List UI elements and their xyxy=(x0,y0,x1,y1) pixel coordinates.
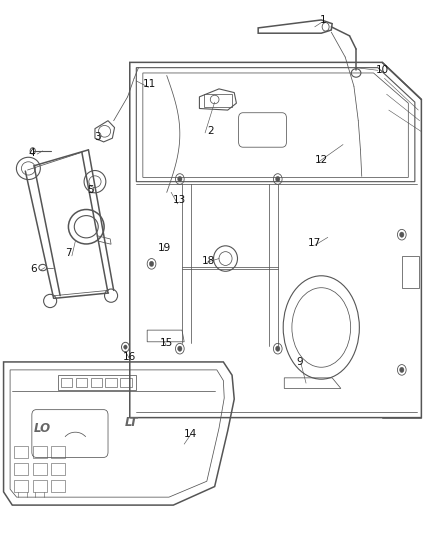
Text: 18: 18 xyxy=(201,256,215,266)
Bar xyxy=(14,446,28,458)
Bar xyxy=(51,446,65,458)
Circle shape xyxy=(276,176,280,182)
Bar xyxy=(106,378,117,387)
Text: 10: 10 xyxy=(376,66,389,75)
Text: 15: 15 xyxy=(160,338,173,349)
Bar xyxy=(14,463,28,475)
Text: 13: 13 xyxy=(173,195,187,205)
Circle shape xyxy=(124,345,127,349)
Bar xyxy=(33,463,47,475)
Text: LT: LT xyxy=(125,416,139,430)
Bar xyxy=(76,378,87,387)
Circle shape xyxy=(276,346,280,351)
Text: 4: 4 xyxy=(28,148,35,158)
Text: 14: 14 xyxy=(184,429,198,439)
Bar xyxy=(61,378,72,387)
Bar xyxy=(120,378,131,387)
Bar xyxy=(33,446,47,458)
Text: 5: 5 xyxy=(87,184,94,195)
Bar xyxy=(91,378,102,387)
Text: 17: 17 xyxy=(308,238,321,248)
Text: 6: 6 xyxy=(31,264,37,274)
Text: 1: 1 xyxy=(320,15,327,25)
Text: 19: 19 xyxy=(158,243,171,253)
Circle shape xyxy=(399,232,404,237)
Circle shape xyxy=(178,346,182,351)
Text: LO: LO xyxy=(34,422,51,435)
Bar xyxy=(33,480,47,492)
Text: 3: 3 xyxy=(94,132,100,142)
Circle shape xyxy=(399,367,404,373)
Circle shape xyxy=(149,261,154,266)
Text: 11: 11 xyxy=(143,78,156,88)
Text: 9: 9 xyxy=(296,357,303,367)
Bar xyxy=(51,480,65,492)
Bar xyxy=(51,463,65,475)
Text: 16: 16 xyxy=(123,352,136,361)
Text: 12: 12 xyxy=(314,156,328,165)
Bar xyxy=(14,480,28,492)
Circle shape xyxy=(178,176,182,182)
Text: 7: 7 xyxy=(66,248,72,259)
Text: 2: 2 xyxy=(207,126,214,136)
